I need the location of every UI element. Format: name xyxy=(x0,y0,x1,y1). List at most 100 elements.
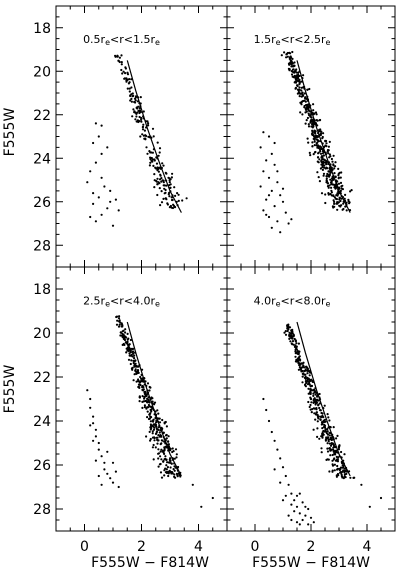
star-point xyxy=(167,176,170,179)
star-point xyxy=(123,338,126,341)
star-point xyxy=(168,179,171,182)
star-point xyxy=(160,201,164,204)
star-point xyxy=(171,194,174,197)
y-tick-label: 22 xyxy=(33,108,51,124)
blue-star-point xyxy=(97,448,100,451)
star-point xyxy=(294,87,297,90)
star-point xyxy=(301,381,304,384)
star-point xyxy=(138,110,141,113)
axes-labels: F555W − F814W F555W − F814W F555W F555W xyxy=(2,108,370,571)
star-point xyxy=(317,151,320,154)
blue-star-point xyxy=(304,514,307,517)
blue-star-point xyxy=(89,424,92,427)
star-point xyxy=(179,471,182,474)
blue-star-point xyxy=(103,461,106,464)
star-point xyxy=(307,109,310,112)
star-point xyxy=(142,400,145,403)
star-point xyxy=(293,345,296,348)
star-point xyxy=(297,362,300,365)
blue-star-point xyxy=(111,224,115,227)
star-point xyxy=(127,358,131,361)
blue-star-point xyxy=(103,468,106,471)
star-point xyxy=(164,442,168,445)
star-point xyxy=(160,426,163,429)
star-point xyxy=(312,123,316,126)
star-point xyxy=(323,166,326,169)
star-point xyxy=(331,177,334,180)
star-point xyxy=(185,197,188,200)
star-point xyxy=(308,405,311,409)
star-point xyxy=(310,411,313,414)
star-point xyxy=(312,134,315,137)
star-point xyxy=(140,118,143,121)
star-point xyxy=(321,427,324,430)
star-point xyxy=(156,439,159,442)
star-point xyxy=(303,87,306,90)
star-point xyxy=(316,145,319,149)
star-point xyxy=(165,464,168,467)
star-point xyxy=(327,162,330,166)
star-point xyxy=(320,447,323,450)
star-point xyxy=(155,430,158,433)
star-point xyxy=(336,460,339,463)
star-point xyxy=(168,195,171,198)
star-point xyxy=(157,457,160,460)
star-point xyxy=(153,179,156,182)
star-point xyxy=(144,138,147,141)
blue-star-point xyxy=(281,200,285,203)
star-point xyxy=(337,474,340,477)
blue-star-point xyxy=(276,181,279,184)
star-point xyxy=(164,455,167,458)
ridge-line xyxy=(126,321,182,477)
blue-star-point xyxy=(103,185,106,188)
blue-star-point xyxy=(293,510,296,513)
star-point xyxy=(321,150,325,153)
star-point xyxy=(342,207,345,211)
star-point xyxy=(316,435,319,438)
star-point xyxy=(162,460,165,463)
star-point xyxy=(126,349,129,352)
star-point xyxy=(294,80,297,84)
star-point xyxy=(156,141,159,144)
star-point xyxy=(149,408,152,411)
star-point xyxy=(321,162,325,165)
star-point xyxy=(173,205,176,209)
star-point xyxy=(338,187,341,190)
star-point xyxy=(137,378,140,381)
star-point xyxy=(141,368,144,371)
blue-star-point xyxy=(267,215,271,219)
star-point xyxy=(161,179,164,182)
star-point xyxy=(347,198,350,201)
star-point xyxy=(175,453,178,456)
panel-label-part: e xyxy=(276,38,281,47)
star-point xyxy=(168,184,171,187)
star-point xyxy=(335,180,338,183)
star-point xyxy=(333,172,336,175)
star-point xyxy=(294,70,297,73)
star-point xyxy=(304,385,307,388)
star-point xyxy=(134,359,137,362)
blue-star-point xyxy=(94,435,97,438)
star-point xyxy=(142,115,145,118)
panel-label-part: <r<4.0r xyxy=(110,294,155,307)
star-point xyxy=(321,166,324,169)
star-point xyxy=(138,364,141,367)
star-point xyxy=(149,428,152,431)
star-point xyxy=(120,54,123,57)
star-point xyxy=(148,412,152,415)
star-point xyxy=(334,175,337,178)
star-point xyxy=(294,76,297,79)
star-point xyxy=(167,443,170,446)
star-point xyxy=(126,78,129,82)
star-point xyxy=(161,450,164,453)
outlier-point xyxy=(379,496,383,500)
blue-star-point xyxy=(287,222,290,225)
star-point xyxy=(151,432,154,435)
star-point xyxy=(331,464,335,467)
star-point xyxy=(153,439,156,442)
star-point xyxy=(176,192,179,195)
star-point xyxy=(297,352,300,355)
star-point xyxy=(120,63,123,66)
blue-star-point xyxy=(279,231,282,234)
star-point xyxy=(321,168,324,171)
